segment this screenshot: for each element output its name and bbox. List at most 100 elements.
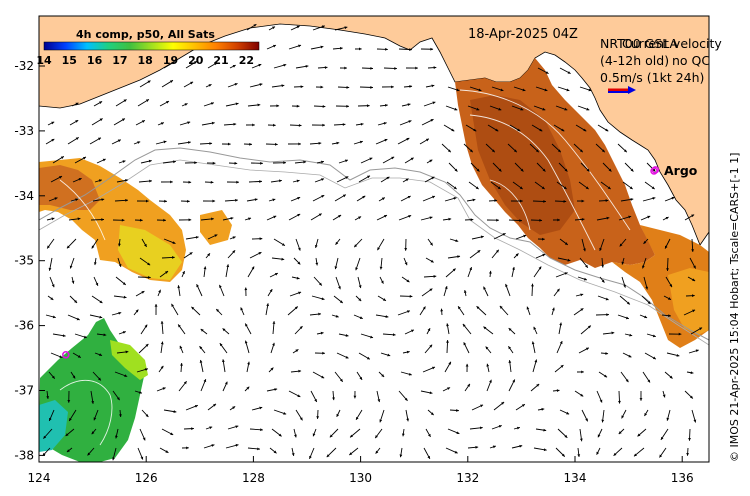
velocity-arrow-head <box>691 249 695 252</box>
velocity-arrow-head <box>662 394 666 398</box>
velocity-arrow-head <box>345 355 349 359</box>
velocity-arrow-head <box>74 300 78 303</box>
velocity-arrow-head <box>322 351 325 355</box>
velocity-arrow-head <box>97 137 101 141</box>
velocity-arrow-head <box>344 159 348 163</box>
velocity-arrow-head <box>349 452 353 456</box>
velocity-arrow-head <box>605 128 609 132</box>
velocity-arrow-head <box>99 300 103 304</box>
velocity-arrow-head <box>379 266 383 270</box>
velocity-arrow-head <box>453 186 457 190</box>
velocity-arrow-head <box>235 425 239 429</box>
velocity-arrow-head <box>59 176 63 179</box>
colorbar-tick-label: 14 <box>36 54 52 67</box>
velocity-arrow-head <box>377 247 380 251</box>
velocity-arrow-head <box>342 194 346 198</box>
velocity-arrow-head <box>606 313 609 317</box>
velocity-arrow-head <box>272 321 276 324</box>
velocity-arrow-head <box>294 306 298 310</box>
velocity-arrow-head <box>463 342 467 346</box>
velocity-arrow-head <box>447 149 451 153</box>
velocity-arrow-head <box>125 178 128 182</box>
velocity-arrow-head <box>249 142 252 146</box>
velocity-arrow-head <box>483 286 486 290</box>
velocity-arrow-head <box>608 168 612 172</box>
velocity-arrow-head <box>625 316 629 320</box>
velocity-arrow-head <box>384 103 388 107</box>
velocity-arrow-head <box>500 88 504 92</box>
velocity-arrow-head <box>601 279 605 283</box>
plot-frame <box>38 15 710 463</box>
velocity-arrow-head <box>154 303 158 307</box>
velocity-arrow-head <box>564 168 568 172</box>
velocity-arrow-head <box>221 359 225 363</box>
velocity-arrow-head <box>561 453 565 457</box>
velocity-arrow-head <box>219 284 222 288</box>
velocity-arrow-head <box>326 454 330 458</box>
velocity-arrow-head <box>272 198 276 202</box>
velocity-arrow-head <box>492 445 496 449</box>
y-tick-label: -37 <box>14 384 34 398</box>
velocity-arrow-head <box>556 288 560 292</box>
velocity-arrow-head <box>691 214 695 218</box>
velocity-arrow-head <box>139 390 142 394</box>
velocity-arrow-head <box>521 404 525 407</box>
velocity-arrow-head <box>566 411 570 415</box>
velocity-arrow-head <box>75 102 79 106</box>
velocity-arrow-head <box>91 400 95 404</box>
velocity-arrow-head <box>47 245 50 249</box>
velocity-arrow-head <box>195 235 199 239</box>
velocity-arrow-head <box>318 213 322 217</box>
argo-float-marker[interactable] <box>651 166 660 174</box>
velocity-arrow-head <box>523 234 527 238</box>
velocity-arrow-head <box>296 179 300 183</box>
velocity-arrow-head <box>387 353 391 357</box>
velocity-arrow-head <box>180 363 183 366</box>
velocity-arrow-head <box>689 395 693 399</box>
velocity-arrow-head <box>240 307 244 311</box>
velocity-arrow-head <box>69 418 72 422</box>
velocity-arrow-head <box>214 234 218 238</box>
velocity-arrow-head <box>270 367 274 371</box>
velocity-arrow-head <box>312 433 316 437</box>
velocity-arrow-head <box>664 245 668 249</box>
velocity-arrow-head <box>478 88 482 92</box>
velocity-arrow-head <box>467 383 470 387</box>
velocity-arrow-head <box>226 264 230 268</box>
velocity-arrow-head <box>583 277 587 281</box>
velocity-arrow-head <box>508 360 512 363</box>
velocity-arrow-head <box>116 397 120 401</box>
x-axis: 124 126 128 130 132 134 136 <box>28 456 694 485</box>
y-tick-label: -38 <box>14 448 34 462</box>
velocity-arrow-head <box>165 271 169 274</box>
velocity-arrow-head <box>147 80 151 84</box>
velocity-arrow-head <box>69 265 73 269</box>
velocity-arrow-head <box>666 417 670 421</box>
velocity-arrow-head <box>375 435 378 439</box>
velocity-arrow-head <box>244 287 248 291</box>
velocity-arrow-head <box>298 291 302 295</box>
velocity-arrow-head <box>233 122 237 126</box>
velocity-arrow-head <box>678 332 682 336</box>
velocity-arrow-head <box>539 128 543 132</box>
velocity-arrow-head <box>476 107 480 111</box>
y-tick-label: -34 <box>14 189 34 203</box>
velocity-arrow-head <box>294 434 297 438</box>
velocity-arrow-head <box>318 312 322 316</box>
velocity-arrow-head <box>117 139 121 143</box>
velocity-arrow-head <box>539 218 543 222</box>
velocity-arrow-head <box>227 142 231 146</box>
y-axis: -32 -33 -34 -35 -36 -37 -38 <box>14 59 45 462</box>
velocity-arrow-head <box>564 272 568 275</box>
velocity-arrow-head <box>522 88 526 92</box>
velocity-arrow-head <box>336 141 340 145</box>
velocity-arrow-head <box>519 444 523 448</box>
velocity-arrow-head <box>579 438 583 442</box>
scale-arrow <box>608 86 636 94</box>
velocity-arrow-head <box>98 377 101 381</box>
velocity-arrow-head <box>633 453 637 457</box>
velocity-arrow-head <box>531 341 535 345</box>
argo-float-marker[interactable] <box>62 351 70 359</box>
velocity-arrow-head <box>122 331 126 334</box>
velocity-arrow-head <box>253 24 257 27</box>
